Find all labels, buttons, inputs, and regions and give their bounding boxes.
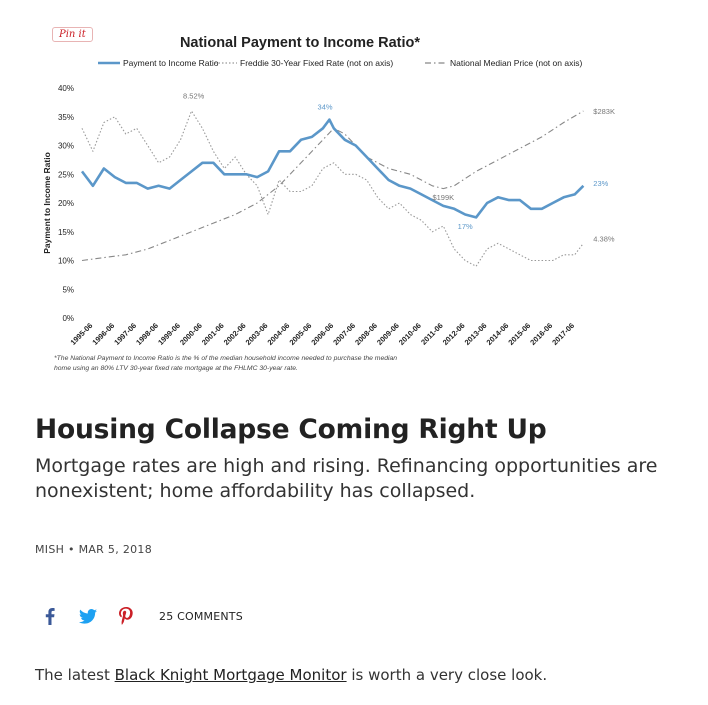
x-tick-label: 2006-06 bbox=[309, 321, 335, 347]
body-text-after-link: is worth a very close look. bbox=[346, 666, 548, 684]
y-tick-label: 25% bbox=[58, 170, 74, 179]
black-knight-link[interactable]: Black Knight Mortgage Monitor bbox=[114, 666, 347, 684]
x-tick-label: 1999-06 bbox=[156, 321, 182, 347]
chart-footnote: home using an 80% LTV 30-year fixed rate… bbox=[54, 365, 298, 372]
x-tick-label: 2017-06 bbox=[550, 321, 576, 347]
y-axis-label: Payment to Income Ratio bbox=[42, 152, 52, 254]
x-tick-label: 2010-06 bbox=[397, 321, 423, 347]
chart-annotation: 8.52% bbox=[183, 91, 205, 100]
pinterest-icon[interactable] bbox=[111, 603, 141, 629]
share-bar: 25 COMMENTS bbox=[35, 603, 243, 629]
chart-annotation: 4.38% bbox=[593, 235, 615, 244]
x-tick-label: 2007-06 bbox=[331, 321, 357, 347]
x-tick-label: 2011-06 bbox=[419, 321, 445, 347]
x-tick-label: 2008-06 bbox=[353, 321, 379, 347]
y-tick-label: 35% bbox=[58, 113, 74, 122]
x-tick-label: 1996-06 bbox=[90, 321, 116, 347]
facebook-icon[interactable] bbox=[35, 603, 65, 629]
y-tick-label: 5% bbox=[62, 285, 74, 294]
x-tick-label: 2016-06 bbox=[528, 321, 554, 347]
pin-it-button[interactable]: Pin it bbox=[52, 27, 93, 42]
x-tick-label: 2014-06 bbox=[485, 321, 511, 347]
x-tick-label: 2009-06 bbox=[375, 321, 401, 347]
article-subhead: Mortgage rates are high and rising. Refi… bbox=[35, 455, 658, 502]
x-tick-label: 2004-06 bbox=[266, 321, 292, 347]
x-tick-label: 2012-06 bbox=[441, 321, 467, 347]
y-tick-label: 15% bbox=[58, 228, 74, 237]
payment-to-income-chart: National Payment to Income Ratio* Payment… bbox=[42, 35, 615, 372]
twitter-icon[interactable] bbox=[73, 603, 103, 629]
chart-title: National Payment to Income Ratio* bbox=[180, 35, 420, 51]
y-tick-label: 0% bbox=[62, 314, 74, 323]
chart-annotation: 17% bbox=[458, 222, 473, 231]
x-tick-label: 2005-06 bbox=[287, 321, 313, 347]
legend-label: Payment to Income Ratio bbox=[123, 58, 219, 68]
legend-label: Freddie 30-Year Fixed Rate (not on axis) bbox=[240, 58, 393, 68]
article-byline: MISH • MAR 5, 2018 bbox=[35, 543, 153, 556]
x-tick-label: 2003-06 bbox=[244, 321, 270, 347]
series-line-2 bbox=[81, 110, 584, 262]
y-tick-label: 30% bbox=[58, 142, 74, 151]
body-text-before-link: The latest bbox=[35, 666, 115, 684]
x-tick-label: 2002-06 bbox=[222, 321, 248, 347]
x-tick-label: 2013-06 bbox=[463, 321, 489, 347]
y-tick-label: 20% bbox=[58, 199, 74, 208]
chart-footnote: *The National Payment to Income Ratio is… bbox=[54, 355, 397, 362]
chart-image: National Payment to Income Ratio* Payment… bbox=[30, 20, 630, 390]
series-line-0 bbox=[80, 118, 585, 219]
x-tick-label: 1998-06 bbox=[134, 321, 160, 347]
x-tick-label: 2000-06 bbox=[178, 321, 204, 347]
comments-link[interactable]: 25 COMMENTS bbox=[159, 609, 243, 623]
article-body-paragraph: The latest Black Knight Mortgage Monitor… bbox=[35, 666, 547, 684]
chart-annotation: $283K bbox=[593, 107, 615, 116]
x-tick-label: 2001-06 bbox=[200, 321, 226, 347]
chart-annotation: $199K bbox=[432, 193, 454, 202]
chart-annotation: 23% bbox=[593, 179, 608, 188]
legend-label: National Median Price (not on axis) bbox=[450, 58, 582, 68]
x-tick-label: 2015-06 bbox=[506, 321, 532, 347]
y-tick-label: 10% bbox=[58, 257, 74, 266]
chart-annotation: 34% bbox=[318, 102, 333, 111]
y-tick-label: 40% bbox=[58, 84, 74, 93]
x-tick-label: 1995-06 bbox=[69, 321, 95, 347]
x-tick-label: 1997-06 bbox=[112, 321, 138, 347]
series-line-1 bbox=[81, 110, 584, 267]
article-headline: Housing Collapse Coming Right Up bbox=[35, 414, 547, 445]
